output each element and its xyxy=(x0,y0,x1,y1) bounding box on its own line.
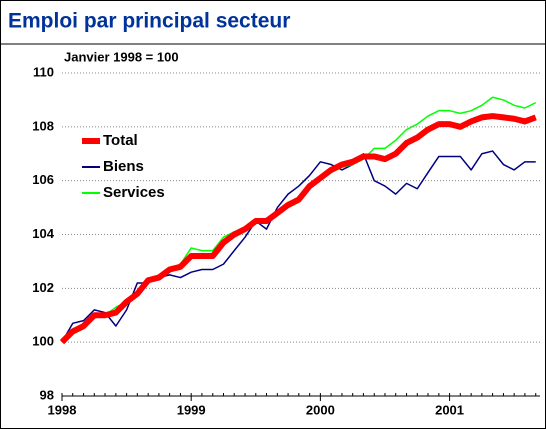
chart-title: Emploi par principal secteur xyxy=(8,10,290,33)
x-tick-label: 1999 xyxy=(177,402,206,417)
legend-label: Services xyxy=(103,184,165,201)
y-tick-label: 108 xyxy=(32,118,54,133)
x-tick-label: 2001 xyxy=(435,402,464,417)
subtitle: Janvier 1998 = 100 xyxy=(64,49,179,64)
x-tick-label: 1998 xyxy=(48,402,77,417)
y-tick-label: 106 xyxy=(32,172,54,187)
line-series xyxy=(59,113,537,345)
x-tick-label: 2000 xyxy=(306,402,335,417)
legend-label: Total xyxy=(103,132,138,149)
y-tick-label: 102 xyxy=(32,280,54,295)
y-tick-label: 100 xyxy=(32,334,54,349)
y-tick-label: 98 xyxy=(40,387,54,402)
y-tick-label: 110 xyxy=(33,64,54,79)
line-series xyxy=(61,150,536,343)
legend-label: Biens xyxy=(103,158,144,175)
y-tick-label: 104 xyxy=(32,226,54,241)
